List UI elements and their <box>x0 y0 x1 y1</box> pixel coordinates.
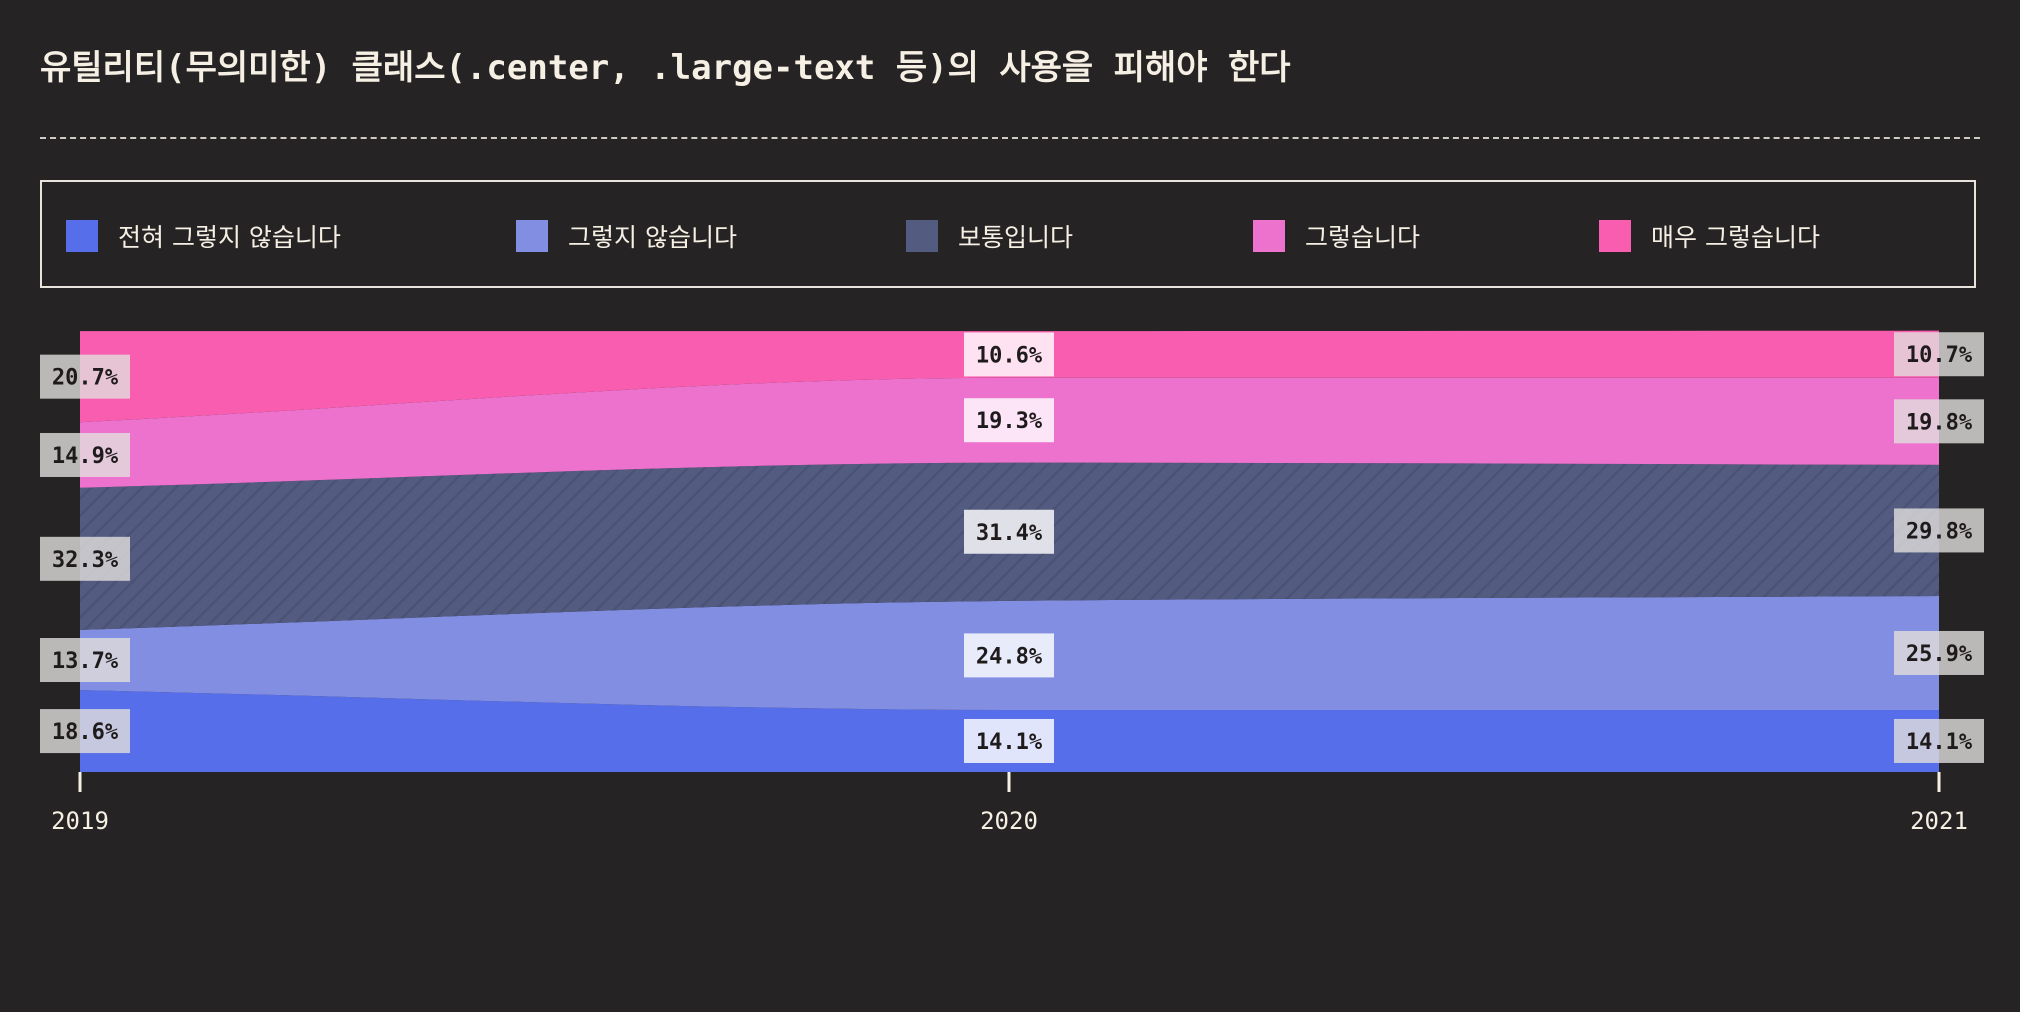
data-label-box <box>40 638 130 683</box>
data-label-strongly-agree-2021: 10.7% <box>1894 332 1984 377</box>
legend-swatch-strongly-disagree <box>66 220 98 252</box>
data-label-text: 24.8% <box>976 644 1043 669</box>
data-label-text: 18.6% <box>52 720 119 745</box>
data-label-box <box>1894 332 1984 377</box>
data-label-strongly-agree-2020: 10.6% <box>964 332 1054 377</box>
data-label-text: 10.6% <box>976 343 1043 368</box>
legend-item-agree[interactable]: 그렇습니다 <box>1253 219 1420 253</box>
data-label-disagree-2019: 13.7% <box>40 638 130 683</box>
data-label-agree-2020: 19.3% <box>964 398 1054 443</box>
data-label-text: 19.3% <box>976 409 1043 434</box>
legend-item-disagree[interactable]: 그렇지 않습니다 <box>516 219 737 253</box>
data-label-box <box>964 718 1054 763</box>
data-label-text: 32.3% <box>52 548 119 573</box>
data-label-text: 31.4% <box>976 521 1043 546</box>
legend-swatch-agree <box>1253 220 1285 252</box>
legend-label-disagree: 그렇지 않습니다 <box>568 223 737 252</box>
chart-legend: 전혀 그렇지 않습니다 그렇지 않습니다 보통입니다 그렇습니다 매우 그렇습니… <box>40 180 1976 288</box>
data-label-agree-2019: 14.9% <box>40 432 130 477</box>
data-label-box <box>964 398 1054 443</box>
data-label-neutral-2019: 32.3% <box>40 536 130 581</box>
data-label-box <box>40 432 130 477</box>
data-label-text: 14.9% <box>52 444 119 469</box>
legend-label-strongly-disagree: 전혀 그렇지 않습니다 <box>118 223 341 252</box>
data-label-box <box>1894 508 1984 553</box>
legend-swatch-disagree <box>516 220 548 252</box>
data-label-strongly-disagree-2020: 14.1% <box>964 718 1054 763</box>
legend-label-strongly-agree: 매우 그렇습니다 <box>1651 223 1820 252</box>
data-label-box <box>40 354 130 399</box>
legend-swatch-strongly-agree <box>1599 220 1631 252</box>
data-label-neutral-2020: 31.4% <box>964 509 1054 554</box>
data-label-text: 10.7% <box>1906 343 1973 368</box>
data-label-text: 20.7% <box>52 366 119 391</box>
data-label-box <box>964 509 1054 554</box>
data-label-box <box>40 536 130 581</box>
data-label-agree-2021: 19.8% <box>1894 399 1984 444</box>
legend-item-strongly-disagree[interactable]: 전혀 그렇지 않습니다 <box>66 219 341 253</box>
x-tick-label-2019: 2019 <box>51 807 109 835</box>
data-label-strongly-disagree-2021: 14.1% <box>1894 718 1984 763</box>
title-divider <box>40 137 1980 139</box>
data-label-text: 19.8% <box>1906 410 1973 435</box>
data-label-strongly-disagree-2019: 18.6% <box>40 709 130 754</box>
data-label-text: 13.7% <box>52 649 119 674</box>
data-label-text: 25.9% <box>1906 642 1973 667</box>
data-label-text: 14.1% <box>1906 730 1973 755</box>
legend-item-strongly-agree[interactable]: 매우 그렇습니다 <box>1599 219 1820 253</box>
data-label-box <box>964 633 1054 678</box>
data-label-box <box>964 332 1054 377</box>
x-tick-label-2021: 2021 <box>1910 807 1968 835</box>
x-tick-label-2020: 2020 <box>980 807 1038 835</box>
data-label-box <box>1894 630 1984 675</box>
data-label-text: 29.8% <box>1906 519 1973 544</box>
legend-item-neutral[interactable]: 보통입니다 <box>906 219 1073 253</box>
data-label-box <box>1894 399 1984 444</box>
data-label-disagree-2021: 25.9% <box>1894 630 1984 675</box>
data-label-box <box>1894 718 1984 763</box>
chart-title: 유틸리티(무의미한) 클래스(.center, .large-text 등)의 … <box>40 48 1291 88</box>
data-label-disagree-2020: 24.8% <box>964 633 1054 678</box>
legend-label-agree: 그렇습니다 <box>1305 223 1421 252</box>
data-label-strongly-agree-2019: 20.7% <box>40 354 130 399</box>
legend-swatch-neutral <box>906 220 938 252</box>
data-label-text: 14.1% <box>976 730 1043 755</box>
data-label-neutral-2021: 29.8% <box>1894 508 1984 553</box>
legend-label-neutral: 보통입니다 <box>958 223 1074 252</box>
data-label-box <box>40 709 130 754</box>
